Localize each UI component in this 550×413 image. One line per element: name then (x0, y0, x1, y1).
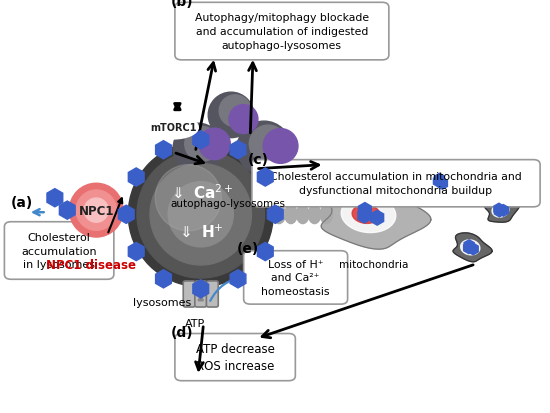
Ellipse shape (229, 105, 258, 134)
Ellipse shape (249, 126, 287, 163)
Polygon shape (498, 205, 509, 217)
Text: mitochondria: mitochondria (339, 259, 409, 269)
FancyBboxPatch shape (244, 251, 348, 304)
Polygon shape (156, 270, 172, 288)
Text: (e): (e) (236, 241, 258, 255)
Text: Autophagy/mitophagy blockade
and accumulation of indigested
autophago-lysosomes: Autophagy/mitophagy blockade and accumul… (195, 14, 369, 50)
Polygon shape (230, 141, 246, 159)
Polygon shape (193, 280, 208, 298)
Polygon shape (128, 169, 144, 187)
Ellipse shape (69, 184, 123, 237)
Text: mTORC1: mTORC1 (150, 123, 196, 133)
Text: autophago-lysosomes: autophago-lysosomes (170, 198, 286, 208)
Ellipse shape (173, 124, 223, 173)
Ellipse shape (76, 190, 117, 231)
FancyBboxPatch shape (206, 281, 218, 307)
Polygon shape (465, 244, 474, 252)
Ellipse shape (285, 206, 297, 224)
FancyBboxPatch shape (252, 160, 540, 207)
Ellipse shape (309, 206, 321, 224)
Text: $\Downarrow$ H$^{+}$: $\Downarrow$ H$^{+}$ (178, 223, 224, 240)
Polygon shape (257, 243, 273, 261)
FancyBboxPatch shape (4, 222, 114, 280)
Ellipse shape (128, 142, 273, 287)
Polygon shape (434, 174, 444, 185)
Polygon shape (496, 207, 504, 214)
Ellipse shape (320, 206, 333, 224)
Polygon shape (267, 206, 283, 224)
Polygon shape (230, 270, 246, 288)
FancyBboxPatch shape (175, 3, 389, 61)
Polygon shape (464, 242, 474, 254)
Text: (c): (c) (248, 152, 268, 166)
Polygon shape (47, 189, 63, 207)
Text: (d): (d) (170, 325, 193, 339)
Polygon shape (492, 204, 509, 218)
FancyBboxPatch shape (183, 281, 195, 307)
Ellipse shape (296, 206, 309, 224)
Polygon shape (321, 180, 431, 249)
Polygon shape (468, 244, 478, 255)
Ellipse shape (137, 151, 265, 278)
Ellipse shape (263, 129, 298, 164)
FancyBboxPatch shape (175, 334, 295, 381)
Polygon shape (341, 197, 396, 233)
Polygon shape (358, 209, 371, 223)
Text: ATP decrease
ROS increase: ATP decrease ROS increase (196, 342, 274, 373)
Polygon shape (453, 233, 492, 262)
Polygon shape (156, 141, 172, 159)
Polygon shape (257, 169, 273, 187)
Polygon shape (352, 205, 380, 224)
Text: NPC1 disease: NPC1 disease (46, 258, 136, 271)
Polygon shape (461, 240, 480, 255)
Ellipse shape (199, 129, 230, 160)
Ellipse shape (208, 93, 254, 138)
Ellipse shape (273, 206, 285, 224)
Text: (b): (b) (170, 0, 193, 9)
Text: lysosomes: lysosomes (133, 297, 191, 307)
Ellipse shape (237, 122, 291, 176)
Polygon shape (59, 202, 75, 220)
Polygon shape (359, 203, 371, 218)
Polygon shape (431, 174, 449, 190)
Polygon shape (485, 199, 519, 223)
Text: (a): (a) (11, 195, 33, 209)
Polygon shape (434, 177, 444, 185)
Polygon shape (494, 206, 504, 217)
Text: Cholesterol accumulation in mitochondria and
dysfunctional mitochondria buildup: Cholesterol accumulation in mitochondria… (270, 172, 522, 196)
Text: $\Downarrow$ Ca$^{2+}$: $\Downarrow$ Ca$^{2+}$ (169, 183, 233, 201)
Ellipse shape (219, 95, 251, 127)
Polygon shape (437, 178, 448, 190)
Text: NPC1: NPC1 (79, 204, 114, 217)
Ellipse shape (185, 127, 219, 162)
Text: ATP: ATP (185, 318, 205, 328)
Ellipse shape (84, 199, 108, 223)
Polygon shape (494, 204, 504, 215)
FancyBboxPatch shape (195, 281, 207, 307)
Polygon shape (422, 166, 460, 197)
Ellipse shape (168, 182, 233, 247)
Polygon shape (464, 240, 474, 252)
Ellipse shape (148, 116, 198, 140)
Polygon shape (371, 211, 384, 225)
Polygon shape (193, 131, 208, 150)
Text: Cholesterol
accumulation
in lysosomes: Cholesterol accumulation in lysosomes (21, 233, 97, 269)
Polygon shape (118, 206, 134, 224)
Polygon shape (128, 243, 144, 261)
Polygon shape (433, 176, 443, 188)
Ellipse shape (150, 164, 251, 265)
Text: Loss of H⁺
and Ca²⁺
homeostasis: Loss of H⁺ and Ca²⁺ homeostasis (261, 259, 330, 296)
Ellipse shape (155, 165, 222, 231)
